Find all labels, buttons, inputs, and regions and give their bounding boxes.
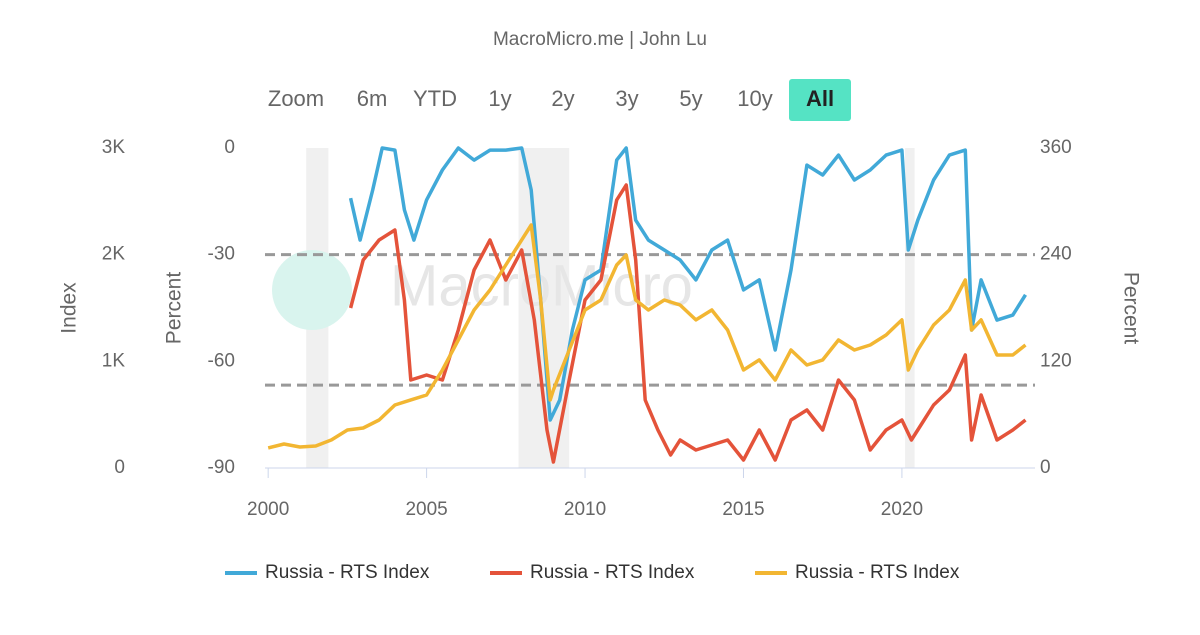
watermark-logo (272, 250, 352, 330)
y-tick-label: -60 (208, 350, 235, 371)
y-tick-label: -30 (208, 244, 235, 265)
series-line (348, 183, 1027, 464)
x-tick-label: 2000 (247, 499, 289, 520)
range-button[interactable]: 2y (551, 86, 574, 111)
zoom-label: Zoom (268, 86, 324, 111)
y-tick-label: 0 (114, 457, 125, 478)
y-tick-label: 240 (1040, 244, 1072, 265)
legend-label[interactable]: Russia - RTS Index (265, 562, 430, 583)
chart-title: MacroMicro.me | John Lu (493, 29, 707, 50)
x-tick-label: 2020 (881, 499, 923, 520)
shaded-band (905, 148, 915, 468)
series-line (348, 146, 1027, 422)
x-tick-label: 2015 (722, 499, 764, 520)
range-button[interactable]: 10y (737, 86, 772, 111)
range-button[interactable]: 3y (615, 86, 638, 111)
y-tick-label: -90 (208, 457, 235, 478)
range-button[interactable]: 5y (679, 86, 702, 111)
y-tick-label: 2K (102, 244, 126, 265)
y-tick-label: 120 (1040, 350, 1072, 371)
y-tick-label: 3K (102, 137, 126, 158)
button-bg (789, 79, 851, 121)
x-tick-label: 2010 (564, 499, 606, 520)
range-button[interactable]: 6m (357, 86, 388, 111)
range-button[interactable]: 1y (488, 86, 511, 111)
y-tick-label: 1K (102, 350, 126, 371)
range-button[interactable]: All (806, 86, 834, 111)
y-tick-label: 360 (1040, 137, 1072, 158)
axis-title: Percent (163, 272, 186, 345)
y-tick-label: 0 (224, 137, 235, 158)
x-tick-label: 2005 (405, 499, 447, 520)
series-line (267, 223, 1027, 450)
y-tick-label: 0 (1040, 457, 1051, 478)
range-button[interactable]: YTD (413, 86, 457, 111)
legend-label[interactable]: Russia - RTS Index (530, 562, 695, 583)
axis-title: Percent (1119, 272, 1142, 345)
axis-title: Index (58, 282, 81, 334)
legend-label[interactable]: Russia - RTS Index (795, 562, 960, 583)
